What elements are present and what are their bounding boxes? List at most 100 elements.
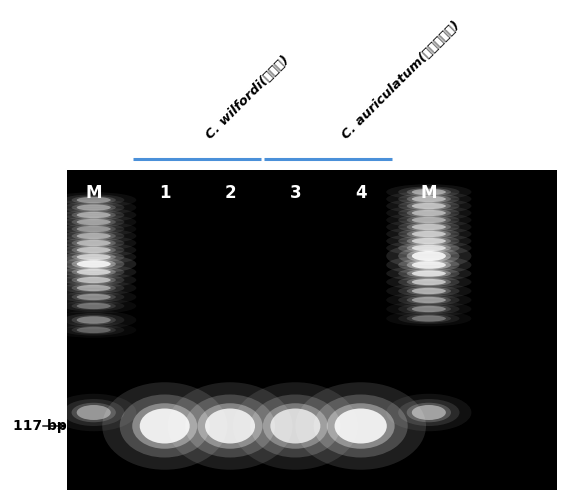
Text: M: M [420,184,437,202]
Ellipse shape [77,240,111,246]
Ellipse shape [51,192,136,208]
Text: C. wilfordi(백수오): C. wilfordi(백수오) [203,53,291,142]
Ellipse shape [51,200,136,216]
Ellipse shape [51,242,136,258]
Ellipse shape [386,301,471,317]
Text: 2: 2 [224,184,236,202]
Ellipse shape [407,287,451,295]
Ellipse shape [72,253,116,261]
Ellipse shape [407,202,451,210]
Ellipse shape [407,305,451,313]
Ellipse shape [72,259,116,269]
Ellipse shape [72,326,116,334]
Ellipse shape [72,218,116,226]
Ellipse shape [407,314,451,322]
Ellipse shape [63,399,124,426]
Ellipse shape [51,228,136,244]
Ellipse shape [412,217,446,223]
Ellipse shape [72,246,116,254]
Ellipse shape [102,382,227,470]
Ellipse shape [412,203,446,209]
Text: 3: 3 [290,184,301,202]
Ellipse shape [398,276,460,287]
Ellipse shape [412,288,446,294]
Ellipse shape [72,232,116,240]
Ellipse shape [407,403,451,422]
Ellipse shape [72,403,116,422]
Ellipse shape [386,184,471,200]
Ellipse shape [51,249,136,265]
Ellipse shape [63,300,124,312]
Ellipse shape [72,293,116,301]
Ellipse shape [77,269,111,275]
Ellipse shape [412,405,446,420]
Ellipse shape [63,216,124,228]
Ellipse shape [233,382,358,470]
Ellipse shape [270,408,320,444]
Ellipse shape [63,252,124,262]
Ellipse shape [63,210,124,220]
Ellipse shape [77,285,111,291]
Ellipse shape [63,324,124,336]
Ellipse shape [198,403,262,449]
Ellipse shape [263,403,328,449]
Ellipse shape [120,394,210,458]
Ellipse shape [295,382,426,470]
Ellipse shape [398,214,460,226]
Ellipse shape [412,316,446,322]
Ellipse shape [412,245,446,251]
Ellipse shape [386,226,471,242]
Ellipse shape [140,408,190,444]
Bar [67,170,557,490]
Ellipse shape [386,266,471,281]
Ellipse shape [51,221,136,237]
Ellipse shape [398,268,460,279]
Ellipse shape [72,204,116,212]
Ellipse shape [407,237,451,245]
Ellipse shape [398,236,460,246]
Ellipse shape [412,306,446,312]
Ellipse shape [407,270,451,278]
Ellipse shape [72,268,116,276]
Ellipse shape [412,224,446,230]
Ellipse shape [77,327,111,333]
Ellipse shape [398,186,460,198]
Ellipse shape [77,294,111,300]
Ellipse shape [314,394,408,458]
Ellipse shape [72,284,116,292]
Ellipse shape [412,238,446,244]
Ellipse shape [63,202,124,213]
Ellipse shape [77,212,111,218]
Ellipse shape [386,274,471,290]
Ellipse shape [63,274,124,285]
Ellipse shape [398,222,460,232]
Ellipse shape [386,198,471,214]
Ellipse shape [77,277,111,283]
Ellipse shape [72,276,116,284]
Ellipse shape [168,382,293,470]
Ellipse shape [51,272,136,288]
Text: 117 bp: 117 bp [13,419,67,433]
Ellipse shape [386,219,471,235]
Ellipse shape [412,270,446,276]
Ellipse shape [327,403,395,449]
Ellipse shape [398,247,460,265]
Ellipse shape [398,399,460,426]
Ellipse shape [412,196,446,202]
Ellipse shape [77,197,111,203]
Ellipse shape [72,315,116,325]
Ellipse shape [407,195,451,203]
Text: 1: 1 [159,184,170,202]
Ellipse shape [386,256,471,274]
Ellipse shape [77,405,111,420]
Ellipse shape [407,278,451,286]
Ellipse shape [386,191,471,207]
Ellipse shape [51,235,136,251]
Ellipse shape [398,194,460,204]
Ellipse shape [205,408,255,444]
Ellipse shape [386,212,471,228]
Ellipse shape [412,210,446,216]
Ellipse shape [63,194,124,205]
Ellipse shape [77,260,111,268]
Ellipse shape [63,238,124,248]
